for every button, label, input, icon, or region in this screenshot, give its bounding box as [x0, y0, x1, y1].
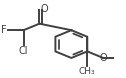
- Text: O: O: [100, 53, 108, 63]
- Text: CH₃: CH₃: [79, 67, 96, 76]
- Text: Cl: Cl: [19, 46, 28, 56]
- Text: O: O: [41, 4, 49, 14]
- Text: F: F: [1, 25, 7, 35]
